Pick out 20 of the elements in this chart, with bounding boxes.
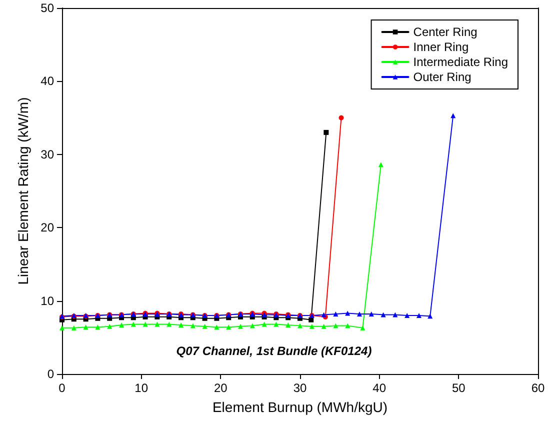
- x-tick-label: 60: [531, 381, 545, 395]
- y-tick-label: 10: [40, 294, 54, 308]
- y-tick-label: 20: [40, 220, 54, 235]
- x-tick-label: 20: [214, 381, 228, 395]
- y-tick-label: 0: [47, 367, 54, 381]
- legend-label: Inner Ring: [413, 40, 469, 54]
- x-axis-title: Element Burnup (MWh/kgU): [212, 399, 388, 415]
- legend-label: Outer Ring: [413, 70, 472, 84]
- legend-label: Intermediate Ring: [413, 55, 508, 69]
- legend-label: Center Ring: [413, 25, 478, 39]
- x-tick-label: 10: [134, 381, 148, 395]
- annotation: Q07 Channel, 1st Bundle (KF0124): [176, 344, 372, 358]
- y-tick-label: 30: [40, 147, 54, 162]
- x-tick-label: 40: [372, 381, 386, 395]
- x-tick-label: 0: [58, 381, 66, 395]
- y-axis-title: Linear Element Rating (kW/m): [14, 97, 31, 285]
- x-tick-label: 50: [452, 381, 466, 395]
- y-tick-label: 50: [40, 1, 54, 15]
- x-tick-label: 30: [293, 381, 307, 395]
- y-tick-label: 40: [40, 74, 54, 88]
